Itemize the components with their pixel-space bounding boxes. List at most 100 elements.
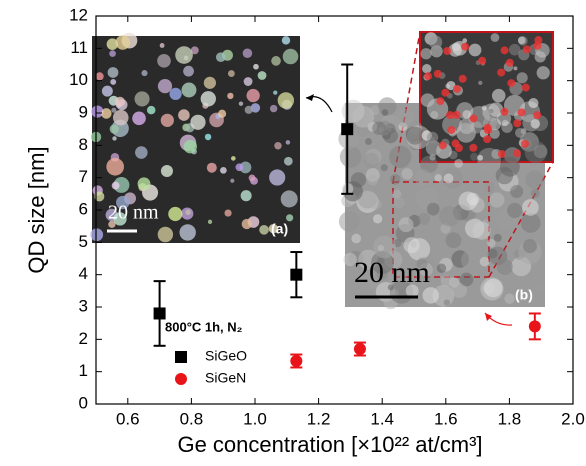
y-tick-label: 7 [79, 167, 88, 186]
particle [157, 54, 171, 68]
particle [238, 101, 244, 106]
particle [227, 70, 235, 77]
particle [106, 38, 119, 50]
particle [244, 105, 253, 114]
dot-marker [438, 141, 447, 150]
texture [422, 64, 432, 74]
dot-marker [507, 79, 516, 88]
x-tick-label: 1.0 [243, 409, 267, 428]
texture [445, 232, 462, 249]
legend-label: SiGeO [205, 348, 247, 364]
particle [101, 85, 113, 97]
texture [370, 198, 382, 210]
texture [491, 88, 506, 103]
texture [525, 233, 533, 241]
texture [352, 105, 375, 128]
dot-marker [436, 97, 445, 106]
particle [137, 177, 151, 191]
texture [462, 38, 468, 44]
particle [169, 87, 182, 101]
x-axis-label: Ge concentration [×10²² at/cm³] [177, 432, 482, 457]
texture [516, 72, 528, 84]
particle [141, 70, 148, 77]
dot-marker [521, 139, 530, 148]
particle [277, 92, 295, 109]
y-tick-label: 6 [79, 199, 88, 218]
texture [521, 295, 528, 302]
texture [472, 221, 491, 240]
texture [470, 152, 479, 161]
texture [468, 43, 482, 57]
x-tick-label: 1.2 [307, 409, 331, 428]
y-tick-label: 10 [69, 70, 88, 89]
texture [462, 109, 472, 119]
y-axis-label: QD size [nm] [24, 146, 49, 273]
point [528, 320, 541, 333]
texture [484, 278, 503, 298]
y-tick-label: 1 [79, 361, 88, 380]
texture [426, 202, 440, 216]
dot-marker [441, 88, 450, 97]
particle [224, 209, 232, 217]
particle [159, 43, 165, 48]
particle [146, 105, 156, 115]
particle [271, 56, 281, 66]
particle [268, 223, 279, 234]
texture [439, 206, 460, 227]
dot-marker [521, 83, 530, 92]
texture [372, 214, 383, 224]
texture [493, 233, 502, 242]
dot-marker [522, 45, 531, 54]
particle [109, 50, 116, 57]
particle [243, 77, 253, 86]
texture [413, 256, 437, 281]
texture [488, 102, 504, 117]
particle [227, 92, 234, 100]
texture [508, 43, 521, 56]
texture [513, 66, 518, 71]
particle [269, 104, 278, 113]
texture [458, 118, 475, 134]
texture [530, 188, 540, 199]
y-tick-label: 0 [79, 393, 88, 412]
particle [112, 109, 129, 126]
texture [487, 239, 496, 248]
x-tick-label: 1.6 [434, 409, 458, 428]
texture [443, 173, 454, 184]
texture [533, 144, 548, 159]
y-tick-label: 8 [79, 135, 88, 154]
texture [522, 199, 539, 216]
texture [496, 258, 513, 275]
dot-marker [483, 123, 492, 132]
inset-a [90, 32, 300, 243]
particle [115, 35, 130, 50]
particle [259, 224, 269, 235]
particle [91, 105, 104, 118]
dot-marker [461, 42, 470, 51]
legend-marker [175, 351, 187, 363]
texture [389, 145, 412, 168]
dot-marker [453, 84, 462, 93]
dot-marker [517, 108, 526, 117]
texture [528, 97, 539, 109]
texture [440, 275, 453, 287]
texture [434, 174, 442, 182]
texture [387, 284, 394, 291]
texture [459, 272, 474, 287]
particle [246, 88, 260, 103]
point [153, 307, 166, 320]
x-tick-label: 1.8 [498, 409, 522, 428]
texture [428, 35, 443, 49]
texture [401, 168, 413, 180]
particle [281, 36, 291, 45]
dot-marker [446, 111, 455, 120]
texture [525, 170, 544, 189]
panel-label: (b) [515, 287, 533, 303]
particle [207, 219, 213, 224]
dot-marker [533, 41, 542, 50]
particle [269, 169, 286, 186]
particle [231, 156, 236, 161]
inset-b [338, 31, 554, 310]
particle [132, 111, 146, 126]
